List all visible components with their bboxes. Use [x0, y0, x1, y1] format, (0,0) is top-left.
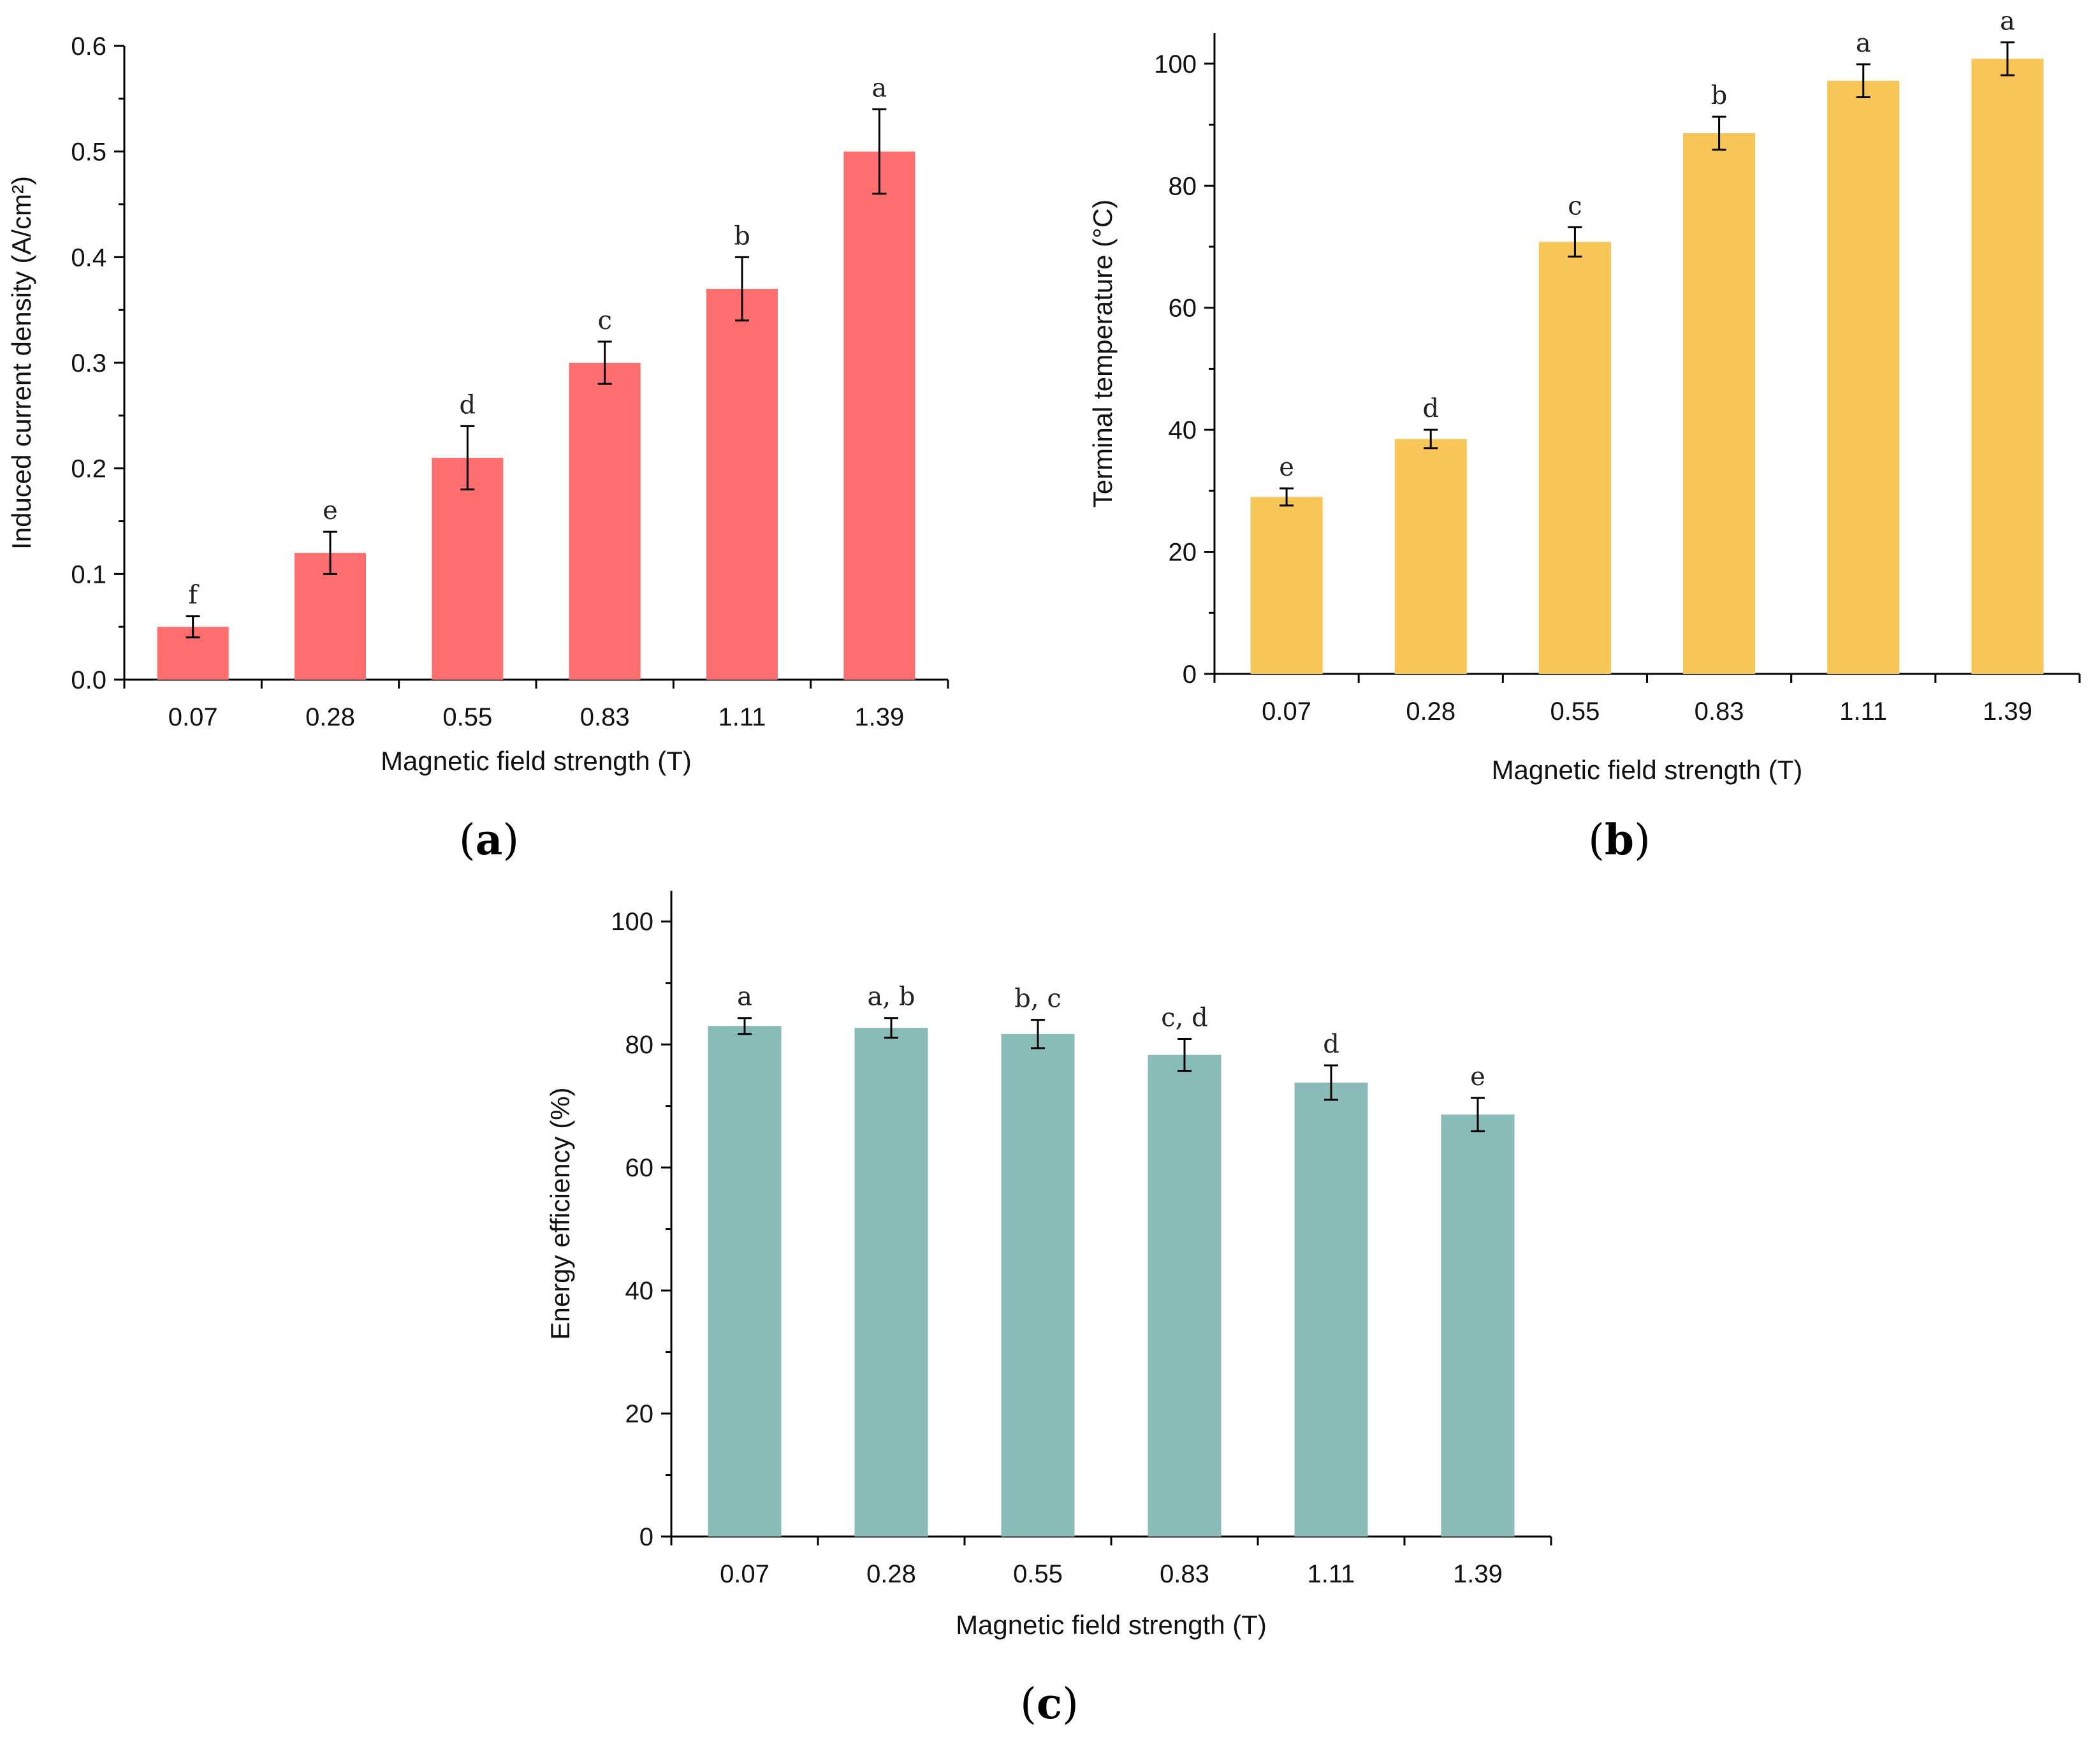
y-tick-label: 0.3: [71, 349, 106, 377]
y-tick-label: 60: [625, 1154, 654, 1182]
bar: [1148, 1055, 1221, 1537]
x-tick-label: 1.11: [1308, 1560, 1355, 1588]
x-axis-title: Magnetic field strength (T): [956, 1610, 1267, 1640]
y-axis-title: Terminal temperature (°C): [1088, 200, 1118, 508]
significance-label: c, d: [1161, 1004, 1207, 1033]
chart-panel-a: 0.0 0.1 0.2 0.3 0.4 0.5 0.6 f 0.07 e 0.28 d 0.55 c 0.8…: [6, 33, 949, 865]
x-tick-label: 0.55: [442, 703, 492, 731]
x-tick-label: 0.28: [305, 703, 355, 731]
x-tick-label: 0.55: [1550, 697, 1600, 726]
y-tick-label: 40: [625, 1277, 654, 1305]
significance-label: f: [188, 581, 200, 610]
x-axis-title: Magnetic field strength (T): [381, 746, 692, 776]
x-tick-label: 0.83: [1160, 1560, 1209, 1588]
significance-label: d: [460, 390, 476, 420]
significance-label: a, b: [868, 982, 915, 1012]
bar: [1250, 497, 1323, 674]
y-tick-label: 20: [625, 1400, 654, 1428]
bar: [1827, 80, 1900, 674]
bar: [1538, 242, 1611, 674]
bar: [1394, 439, 1467, 674]
x-tick-label: 0.07: [720, 1560, 769, 1588]
x-tick-label: 0.28: [866, 1560, 916, 1588]
significance-label: d: [1323, 1030, 1339, 1059]
bar: [708, 1026, 782, 1537]
significance-label: b, c: [1014, 984, 1061, 1014]
bar: [843, 151, 915, 680]
x-tick-label: 0.55: [1013, 1560, 1063, 1588]
x-tick-label: 0.07: [1262, 697, 1311, 726]
x-tick-label: 1.39: [854, 703, 904, 731]
significance-label: a: [871, 73, 887, 103]
x-tick-label: 0.28: [1406, 697, 1455, 726]
significance-label: b: [1711, 81, 1728, 110]
y-axis-title: Energy efficiency (%): [545, 1087, 575, 1340]
significance-label: c: [597, 306, 611, 335]
significance-label: a: [1856, 29, 1871, 58]
panel-label: (a): [459, 815, 519, 865]
bar: [1683, 133, 1756, 674]
y-tick-label: 0.2: [71, 455, 106, 483]
y-tick-label: 40: [1169, 416, 1197, 444]
bar: [1441, 1114, 1515, 1537]
y-axis-title: Induced current density (A/cm²): [6, 176, 36, 550]
significance-label: e: [1279, 453, 1294, 482]
significance-label: e: [1470, 1062, 1485, 1092]
x-axis-title: Magnetic field strength (T): [1492, 755, 1803, 785]
y-tick-label: 100: [611, 908, 653, 936]
bar: [569, 363, 641, 680]
significance-label: e: [323, 496, 338, 525]
significance-label: a: [737, 982, 752, 1012]
x-tick-label: 1.11: [718, 703, 766, 731]
panel-label: (b): [1588, 815, 1651, 865]
x-tick-label: 0.83: [580, 703, 630, 731]
y-tick-label: 0.6: [71, 33, 106, 61]
bar: [1971, 59, 2044, 674]
y-tick-label: 100: [1154, 50, 1197, 78]
bar: [706, 289, 778, 680]
bar: [432, 458, 504, 680]
significance-label: b: [734, 221, 750, 251]
significance-label: d: [1422, 394, 1439, 423]
y-tick-label: 0.4: [71, 244, 106, 272]
x-tick-label: 0.07: [168, 703, 218, 731]
y-tick-label: 80: [1169, 172, 1197, 200]
x-tick-label: 0.83: [1695, 697, 1744, 726]
y-tick-label: 0.1: [71, 560, 106, 588]
significance-label: c: [1568, 191, 1582, 221]
x-tick-label: 1.39: [1983, 697, 2032, 726]
y-tick-label: 0: [639, 1523, 653, 1551]
bar: [854, 1028, 928, 1537]
y-tick-label: 0.0: [71, 666, 106, 694]
y-tick-label: 80: [625, 1031, 654, 1059]
y-tick-label: 20: [1169, 539, 1197, 567]
chart-panel-b: 0 20 40 60 80 100 e 0.07 d 0.28 c 0.55 b 0.83 a 1.11 a 1.…: [1088, 6, 2081, 865]
y-tick-label: 0.5: [71, 138, 106, 166]
panel-label: (c): [1020, 1679, 1079, 1728]
bar: [1001, 1033, 1075, 1537]
significance-label: a: [2000, 6, 2015, 36]
y-tick-label: 0: [1183, 661, 1197, 689]
chart-panel-c: 0 20 40 60 80 100 a 0.07 a, b 0.28 b, c 0.55 c, d 0.8…: [545, 891, 1552, 1728]
bar: [1294, 1083, 1368, 1537]
x-tick-label: 1.39: [1453, 1560, 1503, 1588]
y-tick-label: 60: [1169, 295, 1197, 323]
x-tick-label: 1.11: [1839, 697, 1887, 726]
